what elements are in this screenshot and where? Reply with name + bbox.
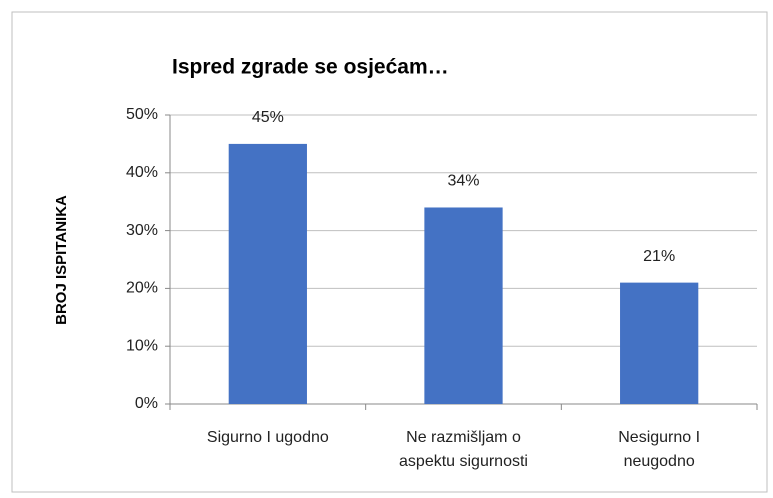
chart-title: Ispred zgrade se osjećam… — [172, 56, 449, 79]
bar — [620, 282, 699, 404]
x-tick-label: Sigurno I ugodno — [206, 429, 329, 446]
chart-border — [11, 11, 768, 493]
data-label: 45% — [252, 109, 284, 126]
y-tick-label: 40% — [126, 164, 158, 181]
data-label: 34% — [447, 173, 479, 190]
bar — [228, 143, 307, 404]
y-axis-label: BROJ ISPITANIKA — [53, 195, 70, 325]
y-tick-label: 10% — [126, 337, 158, 354]
data-label: 21% — [643, 248, 675, 265]
x-tick-label: Ne razmišljam o aspektu sigurnosti — [399, 429, 528, 470]
bar — [424, 207, 503, 404]
x-tick-label: Nesigurno I neugodno — [618, 429, 701, 470]
y-tick-label: 0% — [135, 395, 158, 412]
y-tick-label: 30% — [126, 222, 158, 239]
y-tick-label: 50% — [126, 106, 158, 123]
y-tick-label: 20% — [126, 280, 158, 297]
